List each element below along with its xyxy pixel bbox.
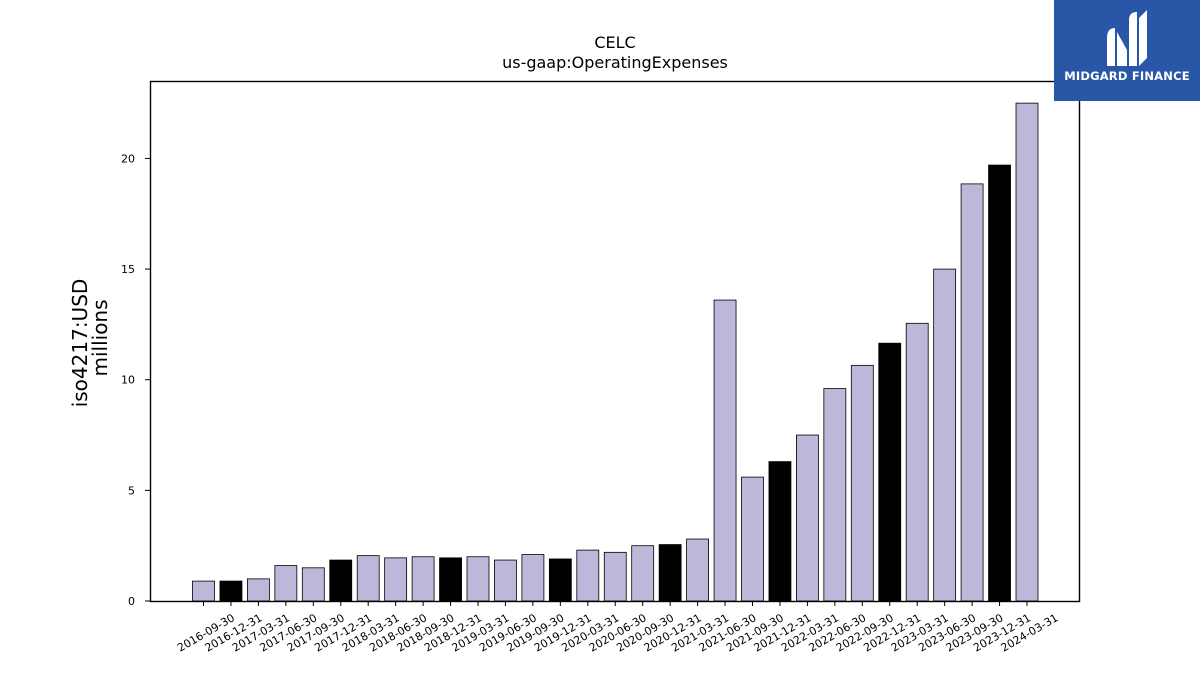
y-tick-label: 10 bbox=[121, 374, 135, 387]
bar-2017-12-31 bbox=[329, 559, 353, 602]
bar-2018-09-30 bbox=[411, 556, 435, 602]
logo-mark-icon bbox=[1107, 10, 1147, 66]
bar-2021-12-31 bbox=[768, 461, 792, 602]
bar-2021-09-30 bbox=[741, 476, 764, 602]
chart-title: CELC bbox=[594, 33, 635, 52]
bar-2022-06-30 bbox=[823, 388, 847, 602]
plot-frame bbox=[149, 80, 1081, 603]
bar-2020-09-30 bbox=[631, 545, 655, 602]
bar-2023-03-31 bbox=[905, 322, 929, 602]
bar-2017-09-30 bbox=[301, 567, 325, 602]
y-tick-label: 0 bbox=[128, 595, 135, 608]
bar-2017-06-30 bbox=[274, 565, 298, 602]
bar-2020-12-31 bbox=[658, 544, 682, 602]
bar-2023-09-30 bbox=[960, 183, 984, 602]
bar-2021-06-30 bbox=[713, 299, 737, 602]
bar-2022-09-30 bbox=[850, 364, 874, 602]
bar-2019-06-30 bbox=[494, 559, 517, 602]
bar-2017-03-31 bbox=[246, 578, 270, 602]
bar-2021-03-31 bbox=[686, 538, 709, 602]
y-axis-ticks: 0 5 10 15 20 bbox=[121, 152, 150, 608]
bar-2018-12-31 bbox=[439, 557, 462, 602]
bar-2019-09-30 bbox=[521, 554, 545, 602]
chart-subtitle: us-gaap:OperatingExpenses bbox=[502, 53, 728, 72]
bar-2016-12-31 bbox=[219, 580, 243, 602]
y-axis-label: iso4217:USD bbox=[68, 279, 92, 408]
bars-group bbox=[192, 102, 1039, 602]
y-tick-label: 15 bbox=[121, 263, 135, 276]
x-axis-ticks: 2016-09-302016-12-312017-03-312017-06-30… bbox=[175, 601, 1061, 655]
bar-2022-03-31 bbox=[796, 434, 819, 602]
bar-2023-12-31 bbox=[988, 164, 1011, 602]
bar-2023-06-30 bbox=[933, 268, 957, 602]
bar-2019-03-31 bbox=[466, 556, 490, 602]
bar-2024-03-31 bbox=[1015, 102, 1039, 602]
bar-2020-06-30 bbox=[603, 551, 627, 602]
y-axis-unit: millions bbox=[88, 299, 112, 376]
bar-2018-06-30 bbox=[384, 557, 408, 602]
bar-2018-03-31 bbox=[356, 555, 380, 602]
y-tick-label: 20 bbox=[121, 152, 135, 165]
bar-2016-09-30 bbox=[192, 580, 215, 602]
logo-text: MIDGARD FINANCE bbox=[1064, 69, 1190, 83]
y-tick-label: 5 bbox=[128, 484, 135, 497]
bar-2020-03-31 bbox=[576, 549, 600, 602]
midgard-finance-logo: MIDGARD FINANCE bbox=[1054, 0, 1200, 101]
bar-2022-12-31 bbox=[878, 342, 902, 602]
bar-2019-12-31 bbox=[548, 558, 572, 602]
